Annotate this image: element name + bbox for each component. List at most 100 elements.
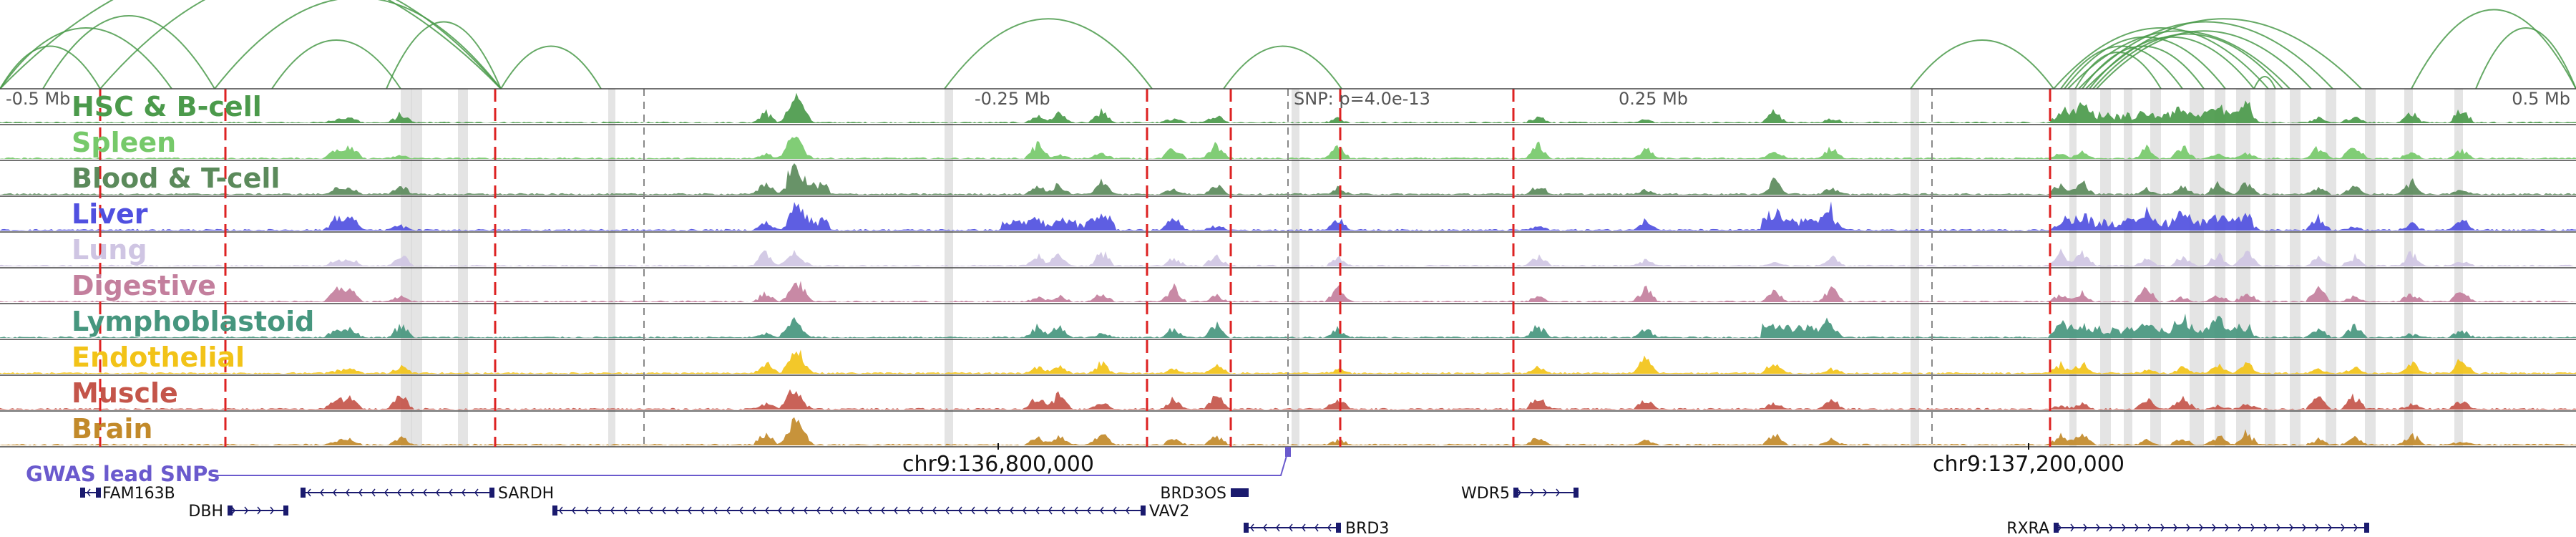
gene-exon bbox=[80, 488, 85, 498]
gene-strand-chevron bbox=[307, 488, 311, 497]
gene-strand-chevron bbox=[1314, 523, 1319, 532]
gene-strand-chevron bbox=[2263, 523, 2268, 532]
gene-strand-chevron bbox=[829, 506, 834, 515]
gene-vav2[interactable]: VAV2 bbox=[552, 503, 1189, 521]
gene-strand-chevron bbox=[2083, 523, 2087, 532]
gene-exon bbox=[1513, 488, 1518, 498]
track-signal bbox=[0, 163, 2576, 195]
track-hsc-b-cell bbox=[0, 92, 2576, 125]
gene-strand-chevron bbox=[1543, 488, 1547, 497]
gene-strand-chevron bbox=[2122, 523, 2126, 532]
gene-strand-chevron bbox=[855, 506, 859, 515]
gene-strand-chevron bbox=[1327, 523, 1332, 532]
gene-label: SARDH bbox=[498, 485, 554, 503]
gene-strand-chevron bbox=[231, 506, 235, 515]
ruler-tick-label: SNP: p=4.0e-13 bbox=[1294, 89, 1430, 109]
gene-fam163b[interactable]: FAM163B bbox=[80, 485, 175, 503]
track-label: Muscle bbox=[72, 377, 178, 409]
track-label: Endothelial bbox=[72, 342, 245, 373]
gwas-label: GWAS lead SNPs bbox=[26, 462, 220, 486]
gwas-connector bbox=[213, 450, 1289, 476]
gene-strand-chevron bbox=[765, 506, 769, 515]
track-signal bbox=[0, 92, 2576, 123]
gene-strand-chevron bbox=[2341, 523, 2345, 532]
gene-strand-chevron bbox=[244, 506, 248, 515]
gene-exon bbox=[96, 488, 101, 498]
loop-arc bbox=[386, 21, 502, 90]
gene-exon bbox=[489, 488, 494, 498]
ruler: -0.5 Mb -0.25 Mb SNP: p=4.0e-13 0.25 Mb 0.5 … bbox=[0, 88, 2576, 109]
gene-strand-chevron bbox=[1061, 506, 1065, 515]
loop-arc bbox=[500, 45, 602, 90]
gene-strand-chevron bbox=[649, 506, 653, 515]
gene-strand-chevron bbox=[791, 506, 795, 515]
ruler-tick-label: -0.5 Mb bbox=[6, 89, 70, 109]
gene-strand-chevron bbox=[2225, 523, 2229, 532]
gene-strand-chevron bbox=[636, 506, 640, 515]
gene-wdr5[interactable]: WDR5 bbox=[1461, 485, 1579, 503]
track-labels: HSC & B-cell Spleen Blood & T-cell Liver Lun… bbox=[72, 91, 314, 445]
gene-exon bbox=[1574, 488, 1579, 498]
gene-strand-chevron bbox=[881, 506, 885, 515]
loop-arc bbox=[2089, 36, 2255, 90]
ruler-tick-label: 0.5 Mb bbox=[2512, 89, 2570, 109]
gene-label: BRD3 bbox=[1345, 520, 1389, 537]
track-digestive bbox=[0, 281, 2576, 304]
gene-exon bbox=[1244, 523, 1249, 533]
track-signal bbox=[0, 136, 2576, 159]
loop-arc bbox=[2053, 27, 2269, 90]
gene-strand-chevron bbox=[423, 488, 427, 497]
gene-strand-chevron bbox=[474, 488, 479, 497]
gene-dbh[interactable]: DBH bbox=[188, 503, 288, 521]
gene-strand-chevron bbox=[1250, 523, 1254, 532]
gene-exon bbox=[2054, 523, 2059, 533]
gene-strand-chevron bbox=[436, 488, 440, 497]
coordinate-label: chr9:136,800,000 bbox=[902, 452, 1094, 477]
gene-strand-chevron bbox=[816, 506, 821, 515]
gene-strand-chevron bbox=[2302, 523, 2306, 532]
gene-strand-chevron bbox=[87, 488, 91, 497]
track-signal bbox=[0, 248, 2576, 266]
track-lung bbox=[0, 248, 2576, 268]
gene-strand-chevron bbox=[1074, 506, 1078, 515]
gene-strand-chevron bbox=[932, 506, 937, 515]
gene-sardh[interactable]: SARDH bbox=[301, 485, 554, 503]
gene-strand-chevron bbox=[397, 488, 401, 497]
gene-strand-chevron bbox=[675, 506, 679, 515]
track-signal bbox=[0, 349, 2576, 374]
gene-exon bbox=[552, 505, 557, 516]
gene-brd3[interactable]: BRD3 bbox=[1244, 520, 1389, 537]
loop-arc bbox=[2411, 9, 2576, 90]
loop-arc bbox=[2475, 27, 2576, 90]
track-label: Liver bbox=[72, 198, 148, 230]
gene-strand-chevron bbox=[984, 506, 988, 515]
loop-arc bbox=[2092, 33, 2283, 90]
gene-label: BRD3OS bbox=[1160, 485, 1226, 503]
annotation-area: GWAS lead SNPs chr9:136,800,000 chr9:137,2… bbox=[26, 443, 2369, 537]
gene-strand-chevron bbox=[868, 506, 872, 515]
track-label: Lymphoblastoid bbox=[72, 306, 314, 337]
gene-strand-chevron bbox=[2186, 523, 2190, 532]
gene-rxra[interactable]: RXRA bbox=[2006, 520, 2369, 537]
gene-strand-chevron bbox=[713, 506, 718, 515]
gene-strand-chevron bbox=[2070, 523, 2074, 532]
track-label: Blood & T-cell bbox=[72, 163, 280, 194]
gene-strand-chevron bbox=[1289, 523, 1293, 532]
gene-strand-chevron bbox=[449, 488, 453, 497]
gene-strand-chevron bbox=[2173, 523, 2177, 532]
gene-brd3os[interactable]: BRD3OS bbox=[1160, 485, 1249, 503]
gene-strand-chevron bbox=[1556, 488, 1560, 497]
gene-strand-chevron bbox=[410, 488, 414, 497]
gene-strand-chevron bbox=[919, 506, 924, 515]
gene-exon bbox=[2364, 523, 2369, 533]
gene-strand-chevron bbox=[752, 506, 756, 515]
loop-arc bbox=[2067, 30, 2290, 90]
gene-strand-chevron bbox=[2199, 523, 2203, 532]
gene-exon bbox=[301, 488, 306, 498]
gene-strand-chevron bbox=[739, 506, 743, 515]
ruler-tick-label: -0.25 Mb bbox=[975, 89, 1050, 109]
gene-strand-chevron bbox=[2289, 523, 2293, 532]
gene-strand-chevron bbox=[320, 488, 324, 497]
